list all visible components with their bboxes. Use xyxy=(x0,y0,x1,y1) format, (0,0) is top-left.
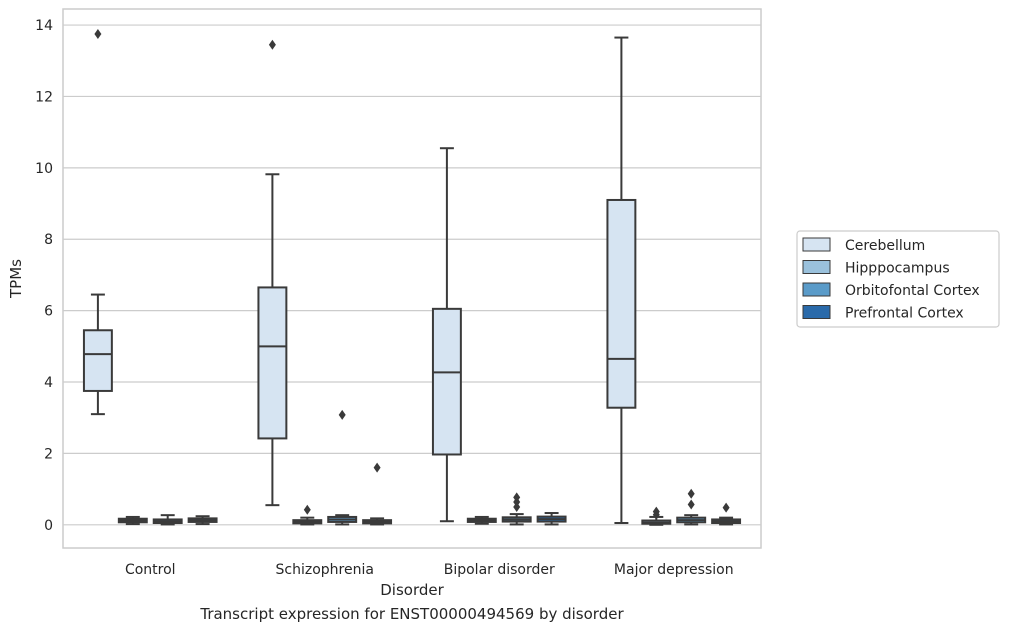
box-prefrontal-cortex xyxy=(362,462,393,526)
x-axis-ticks: Control Schizophrenia Bipolar disorder Majo… xyxy=(125,562,734,578)
y-tick-label: 8 xyxy=(44,232,53,248)
box-iqr xyxy=(606,198,637,409)
figure-caption: Transcript expression for ENST0000049456… xyxy=(200,605,624,623)
outlier-point xyxy=(94,28,102,39)
box-hipppocampus xyxy=(641,506,672,526)
x-tick-label: Bipolar disorder xyxy=(444,562,555,578)
y-axis-label: TPMs xyxy=(7,259,25,299)
legend-label: Hipppocampus xyxy=(845,261,950,277)
outlier-point xyxy=(513,492,521,503)
y-tick-label: 0 xyxy=(44,518,53,534)
outlier-point xyxy=(687,499,695,510)
legend-label: Prefrontal Cortex xyxy=(845,306,964,322)
y-tick-label: 6 xyxy=(44,304,53,320)
legend-swatch xyxy=(802,237,831,252)
plot-frame xyxy=(62,8,762,549)
box-hipppocampus xyxy=(117,515,148,526)
box-prefrontal-cortex xyxy=(536,512,567,526)
box-series xyxy=(82,28,742,526)
box-orbitofontal-cortex xyxy=(501,492,532,526)
grid-lines xyxy=(63,24,761,526)
outlier-point xyxy=(338,409,346,420)
x-tick-label: Schizophrenia xyxy=(276,562,374,578)
x-axis-label: Disorder xyxy=(380,581,444,599)
outlier-point xyxy=(652,506,660,517)
box-hipppocampus xyxy=(466,515,497,525)
y-axis-ticks: 0 2 4 6 8 10 12 14 xyxy=(35,18,53,534)
legend: Cerebellum Hipppocampus Orbitofontal Corte… xyxy=(796,230,1000,328)
y-tick-label: 12 xyxy=(35,89,53,105)
outlier-point xyxy=(373,462,381,473)
y-tick-label: 10 xyxy=(35,161,53,177)
y-tick-label: 2 xyxy=(44,446,53,462)
legend-swatch xyxy=(802,305,831,319)
x-tick-label: Major depression xyxy=(614,562,734,578)
box-orbitofontal-cortex xyxy=(676,488,707,526)
box-prefrontal-cortex xyxy=(711,502,742,526)
box-prefrontal-cortex xyxy=(187,515,218,526)
legend-label: Cerebellum xyxy=(845,238,925,254)
box-cerebellum xyxy=(257,39,288,507)
outlier-point xyxy=(687,488,695,499)
box-hipppocampus xyxy=(292,504,323,526)
outlier-point xyxy=(268,39,276,50)
box-iqr xyxy=(257,286,288,440)
legend-frame xyxy=(796,230,1000,328)
box-orbitofontal-cortex xyxy=(152,514,183,526)
box-iqr xyxy=(82,329,113,392)
box-cerebellum xyxy=(82,28,113,416)
outlier-point xyxy=(722,502,730,513)
y-tick-label: 14 xyxy=(35,18,53,34)
legend-swatch xyxy=(802,282,831,297)
box-cerebellum xyxy=(606,36,637,525)
legend-label: Orbitofontal Cortex xyxy=(845,283,980,299)
box-cerebellum xyxy=(431,147,462,523)
box-orbitofontal-cortex xyxy=(327,409,358,526)
box-iqr xyxy=(431,307,462,456)
y-tick-label: 4 xyxy=(44,375,53,391)
legend-swatch xyxy=(802,260,831,274)
x-tick-label: Control xyxy=(125,562,176,578)
outlier-point xyxy=(303,504,311,515)
